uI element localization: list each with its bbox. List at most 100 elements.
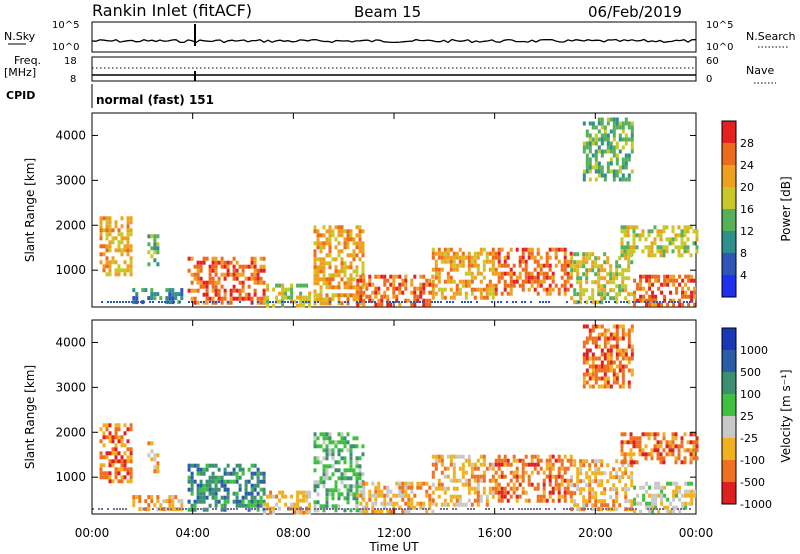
data-cell — [566, 263, 570, 268]
data-cell — [404, 493, 408, 498]
data-cell — [159, 507, 163, 512]
data-cell — [328, 273, 332, 278]
data-cell — [689, 452, 693, 457]
data-cell — [503, 271, 507, 276]
data-cell — [449, 295, 453, 300]
data-cell — [355, 444, 359, 449]
data-cell — [588, 169, 592, 174]
data-cell — [594, 280, 598, 285]
data-cell — [594, 471, 598, 476]
data-cell — [117, 471, 121, 476]
data-cell — [680, 233, 684, 238]
data-cell — [132, 503, 136, 508]
data-cell — [446, 251, 450, 256]
data-cell — [569, 275, 573, 280]
data-cell — [108, 244, 112, 249]
ground-cell — [329, 508, 331, 510]
data-cell — [299, 283, 303, 288]
data-cell — [576, 300, 580, 305]
data-cell — [401, 282, 405, 287]
data-cell — [603, 328, 607, 333]
data-cell — [588, 384, 592, 389]
data-cell — [352, 253, 356, 258]
data-cell — [642, 485, 646, 490]
data-cell — [337, 229, 341, 234]
data-patch — [147, 441, 160, 474]
data-cell — [386, 298, 390, 303]
data-cell — [220, 264, 224, 269]
data-cell — [695, 229, 699, 234]
data-cell — [603, 288, 607, 293]
data-cell — [615, 372, 619, 377]
data-cell — [346, 440, 350, 445]
data-cell — [494, 283, 498, 288]
data-cell — [630, 348, 634, 353]
data-cell — [621, 487, 625, 492]
data-cell — [470, 263, 474, 268]
data-cell — [476, 494, 480, 499]
data-cell — [458, 259, 462, 264]
data-cell — [473, 287, 477, 292]
data-cell — [235, 491, 239, 496]
data-cell — [313, 460, 317, 465]
data-cell — [464, 502, 468, 507]
data-cell — [678, 489, 682, 494]
data-cell — [202, 487, 206, 492]
data-cell — [518, 283, 522, 288]
data-cell — [573, 503, 577, 508]
data-cell — [603, 125, 607, 130]
data-cell — [211, 256, 215, 261]
data-cell — [352, 496, 356, 501]
data-cell — [518, 494, 522, 499]
data-cell — [108, 272, 112, 277]
data-cell — [162, 507, 166, 512]
ground-cell — [290, 508, 292, 510]
data-cell — [99, 471, 103, 476]
data-cell — [591, 364, 595, 369]
data-cell — [512, 470, 516, 475]
data-cell — [677, 452, 681, 457]
data-cell — [623, 233, 627, 238]
colorbar-tick-label: 25 — [740, 410, 754, 423]
data-cell — [672, 493, 676, 498]
data-cell — [497, 247, 501, 252]
data-cell — [452, 259, 456, 264]
data-cell — [509, 287, 513, 292]
data-cell — [196, 276, 200, 281]
data-cell — [431, 501, 435, 506]
data-cell — [683, 233, 687, 238]
data-cell — [636, 282, 640, 287]
data-cell — [322, 456, 326, 461]
data-cell — [603, 368, 607, 373]
data-cell — [383, 485, 387, 490]
data-cell — [686, 440, 690, 445]
data-cell — [129, 268, 133, 273]
data-cell — [114, 224, 118, 229]
data-cell — [585, 475, 589, 480]
data-cell — [349, 488, 353, 493]
data-cell — [482, 486, 486, 491]
data-cell — [111, 236, 115, 241]
data-cell — [497, 458, 501, 463]
data-cell — [600, 117, 604, 122]
data-cell — [624, 352, 628, 357]
data-cell — [296, 498, 300, 503]
data-cell — [476, 458, 480, 463]
data-cell — [624, 284, 628, 289]
data-cell — [566, 287, 570, 292]
data-cell — [521, 478, 525, 483]
data-cell — [244, 296, 248, 301]
data-cell — [440, 287, 444, 292]
data-cell — [674, 432, 678, 437]
data-cell — [615, 260, 619, 265]
data-cell — [621, 364, 625, 369]
data-cell — [120, 443, 124, 448]
data-cell — [488, 462, 492, 467]
data-cell — [464, 255, 468, 260]
data-cell — [150, 495, 154, 500]
data-cell — [597, 332, 601, 337]
data-cell — [126, 447, 130, 452]
data-cell — [253, 292, 257, 297]
data-cell — [585, 252, 589, 257]
ground-cell — [629, 508, 631, 510]
